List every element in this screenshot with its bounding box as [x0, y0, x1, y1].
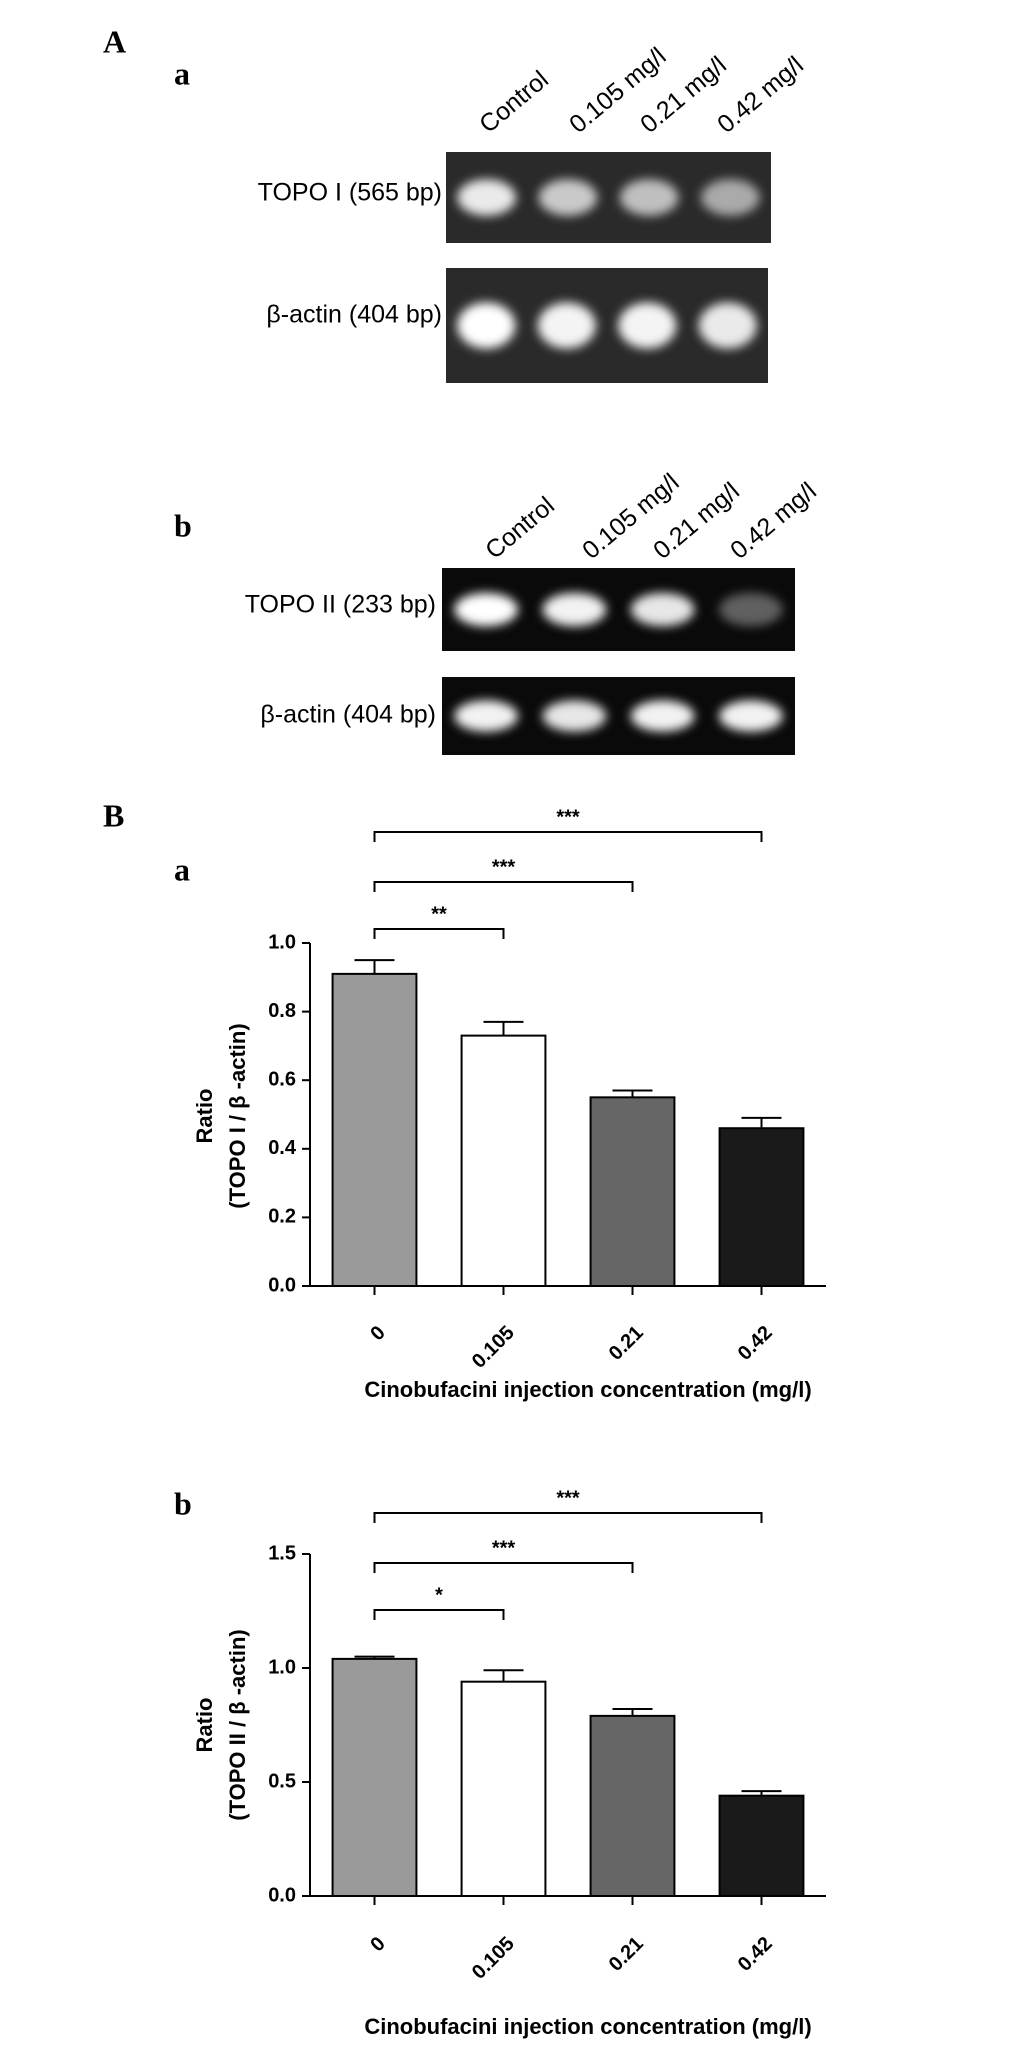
gel-band: [542, 700, 607, 732]
gel-band: [701, 179, 760, 216]
x-axis-label: Cinobufacini injection concentration (mg…: [364, 1377, 811, 1402]
panel-label: A: [103, 23, 126, 59]
y-tick-label: 0.6: [268, 1068, 296, 1090]
significance-bracket: [373, 831, 763, 842]
gel-band: [630, 592, 695, 627]
gel-band: [537, 302, 596, 349]
y-axis-label: Ratio: [192, 1089, 217, 1144]
bar: [718, 1127, 805, 1287]
panel-label: b: [174, 1485, 192, 1521]
lane-label: 0.42 mg/l: [725, 477, 822, 565]
gel-band: [538, 179, 598, 216]
y-tick-label: 1.0: [268, 931, 296, 953]
significance-bracket: [373, 1562, 634, 1573]
row-label: β-actin (404 bp): [266, 301, 442, 329]
row-label: TOPO II (233 bp): [245, 591, 436, 619]
panel-label: b: [174, 507, 192, 543]
y-tick-label: 0.2: [268, 1206, 296, 1228]
gel-band: [457, 179, 516, 216]
panel-label: a: [174, 55, 190, 91]
y-tick-label: 0.0: [268, 1884, 296, 1906]
x-axis-label: Cinobufacini injection concentration (mg…: [364, 2014, 811, 2039]
significance-label: *: [435, 1584, 443, 1606]
bar: [589, 1714, 676, 1897]
gel-band: [719, 592, 783, 627]
row-label: β-actin (404 bp): [260, 701, 436, 729]
x-tick-label: 0.105: [468, 1933, 519, 1984]
gel-band: [698, 302, 757, 349]
y-tick-label: 0.8: [268, 1000, 296, 1022]
x-tick-label: 0: [366, 1933, 389, 1956]
y-axis-label: (TOPO II / β -actin): [225, 1629, 250, 1820]
significance-label: **: [431, 903, 447, 925]
significance-label: ***: [556, 806, 580, 828]
significance-label: ***: [492, 856, 516, 878]
lane-label: Control: [480, 491, 560, 564]
panel-label: a: [174, 851, 190, 887]
significance-bracket: [373, 1609, 505, 1620]
gel-band: [618, 302, 677, 349]
x-tick-label: 0.21: [605, 1322, 648, 1365]
y-axis-label: (TOPO I / β -actin): [225, 1023, 250, 1208]
x-tick-label: 0.105: [468, 1322, 519, 1373]
bar: [331, 1657, 418, 1897]
row-label: TOPO I (565 bp): [258, 179, 442, 207]
gel-band: [454, 592, 518, 627]
gel-band: [454, 700, 518, 732]
gel-band: [542, 592, 607, 627]
y-tick-label: 1.5: [268, 1542, 296, 1564]
lane-label: 0.42 mg/l: [712, 51, 809, 139]
bar: [589, 1096, 676, 1287]
bar: [460, 1034, 547, 1287]
significance-label: ***: [492, 1537, 516, 1559]
y-tick-label: 0.4: [268, 1137, 297, 1159]
significance-bracket: [373, 881, 634, 892]
x-tick-label: 0.42: [734, 1933, 777, 1976]
gel-band: [630, 700, 695, 732]
y-axis-label: Ratio: [192, 1698, 217, 1753]
gel-band: [457, 302, 516, 349]
y-tick-label: 1.0: [268, 1656, 296, 1678]
panel-label: B: [103, 797, 124, 833]
bar: [331, 972, 418, 1287]
bar: [718, 1794, 805, 1898]
gel-band: [719, 700, 783, 732]
bar: [460, 1680, 547, 1898]
x-tick-label: 0.21: [605, 1933, 648, 1976]
x-tick-label: 0: [366, 1322, 389, 1345]
x-tick-label: 0.42: [734, 1322, 777, 1365]
lane-label: Control: [474, 65, 554, 138]
y-tick-label: 0.5: [268, 1770, 296, 1792]
y-tick-label: 0.0: [268, 1274, 296, 1296]
significance-label: ***: [556, 1487, 580, 1509]
gel-band: [619, 179, 679, 216]
significance-bracket: [373, 928, 505, 939]
significance-bracket: [373, 1512, 763, 1523]
